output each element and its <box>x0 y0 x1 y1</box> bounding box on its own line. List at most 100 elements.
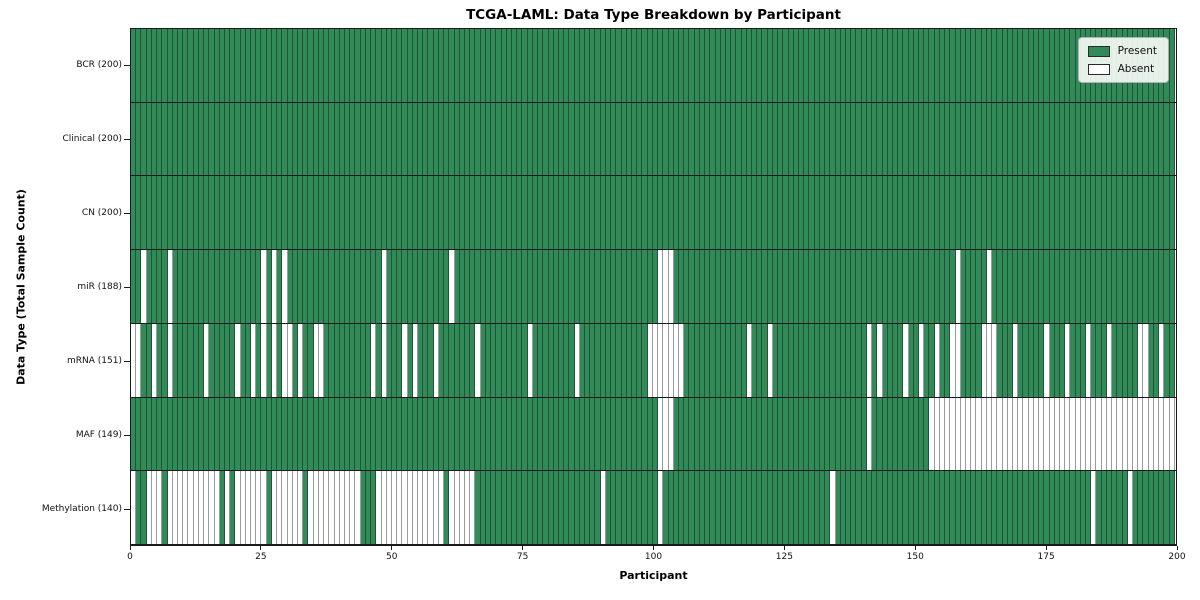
cell <box>778 471 784 545</box>
cell <box>741 397 747 471</box>
cell <box>637 471 643 545</box>
cell <box>637 250 643 323</box>
cell <box>480 471 486 545</box>
cell <box>193 471 199 545</box>
cell <box>913 250 920 323</box>
cell <box>527 29 533 102</box>
y-tick-label-Clinical: Clinical (200) <box>62 134 122 144</box>
cell <box>950 397 956 471</box>
cell <box>548 323 554 397</box>
cell <box>386 471 392 545</box>
cell <box>303 29 309 102</box>
cell <box>611 29 617 102</box>
cell <box>428 250 434 323</box>
cell <box>339 323 345 397</box>
cell <box>1148 471 1154 545</box>
cell <box>298 250 304 323</box>
cell <box>496 250 502 323</box>
cell <box>929 102 935 176</box>
cell <box>564 102 570 176</box>
cell <box>595 176 601 250</box>
cell <box>647 176 653 250</box>
cell <box>642 29 648 102</box>
cell <box>360 102 366 176</box>
cell <box>355 471 361 545</box>
cell <box>736 176 742 250</box>
cell <box>939 29 946 102</box>
cell <box>929 471 935 545</box>
cell <box>861 323 867 397</box>
cell <box>955 397 961 471</box>
y-tick-label-miR: miR (188) <box>77 282 122 292</box>
cell <box>950 176 956 250</box>
cell <box>772 323 779 397</box>
cell <box>913 397 920 471</box>
cell <box>1138 397 1144 471</box>
cell <box>136 176 142 250</box>
cell <box>522 250 528 323</box>
cell <box>819 102 826 176</box>
cell <box>804 102 810 176</box>
cell <box>976 176 982 250</box>
cell <box>731 471 737 545</box>
cell <box>1054 102 1060 176</box>
cell <box>663 397 669 471</box>
legend-item-present: Present <box>1087 45 1157 57</box>
legend-absent-label: Absent <box>1117 63 1155 75</box>
cell <box>344 250 351 323</box>
cell <box>344 471 351 545</box>
cell <box>1153 250 1160 323</box>
cell <box>715 323 721 397</box>
cell <box>877 323 883 397</box>
cell <box>277 29 283 102</box>
cell <box>1070 323 1076 397</box>
cell <box>731 29 737 102</box>
cell <box>1033 397 1040 471</box>
cell <box>986 176 993 250</box>
cell <box>725 176 732 250</box>
cell <box>1148 250 1154 323</box>
cell <box>230 29 236 102</box>
cell <box>1033 471 1040 545</box>
cell <box>522 176 528 250</box>
cell <box>506 176 512 250</box>
heatmap-row-mRNA <box>131 323 1176 398</box>
cell <box>945 102 951 176</box>
cell <box>939 323 946 397</box>
cell <box>835 397 841 471</box>
cell <box>788 397 794 471</box>
cell <box>767 250 773 323</box>
cell <box>814 323 820 397</box>
cell <box>652 471 659 545</box>
cell <box>465 102 471 176</box>
cell <box>574 397 580 471</box>
cell <box>303 176 309 250</box>
cell <box>1086 471 1092 545</box>
cell <box>506 397 512 471</box>
cell <box>266 250 272 323</box>
cell <box>741 250 747 323</box>
cell <box>908 397 914 471</box>
cell <box>1018 323 1024 397</box>
cell <box>992 176 998 250</box>
x-tick-mark <box>1176 546 1178 550</box>
cell <box>1044 29 1050 102</box>
cell <box>177 102 184 176</box>
cell <box>318 176 325 250</box>
cell <box>652 323 659 397</box>
cell <box>506 102 512 176</box>
cell <box>198 29 205 102</box>
y-tick-mark <box>124 213 130 214</box>
cell <box>459 250 465 323</box>
cell <box>277 250 283 323</box>
cell <box>501 471 507 545</box>
cell <box>553 323 559 397</box>
cell <box>652 397 659 471</box>
cell <box>454 29 460 102</box>
cell <box>1086 397 1092 471</box>
cell <box>407 102 413 176</box>
cell <box>1023 102 1029 176</box>
cell <box>1002 29 1008 102</box>
cell <box>814 250 820 323</box>
cell <box>1080 397 1087 471</box>
